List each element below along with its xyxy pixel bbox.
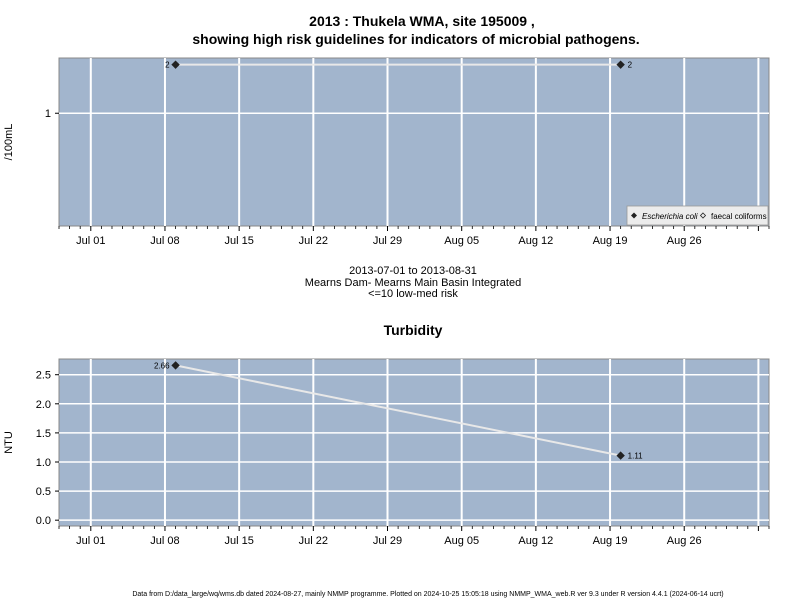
y-axis-label: /100mL: [3, 124, 15, 161]
data-label: 2: [628, 61, 633, 70]
ecoli-panel: Jul 01 Jul 08 Jul 15 Jul 22 Jul 29 Aug 05 Aug …: [3, 57, 770, 247]
x-tick-label: Aug 26: [667, 235, 702, 247]
x-tick-label: Jul 29: [373, 535, 402, 547]
y-tick-label: 1.0: [36, 457, 51, 469]
y-axis-label: NTU: [3, 431, 15, 454]
x-tick-label: Aug 05: [444, 235, 479, 247]
legend-label-ecoli: Escherichia coli: [642, 212, 698, 221]
x-tick-label: Jul 01: [76, 235, 105, 247]
x-tick-label: Jul 22: [299, 235, 328, 247]
x-tick-label: Aug 26: [667, 535, 702, 547]
legend-box: [626, 205, 769, 226]
y-tick-label: 2.0: [36, 399, 51, 411]
turbidity-panel: Jul 01 Jul 08 Jul 15 Jul 22 Jul 29 Aug 05 Aug …: [3, 358, 770, 547]
x-tick-label: Aug 19: [593, 535, 628, 547]
legend-marker-ecoli: [631, 212, 637, 219]
chart-title-line1: 2013 : Thukela WMA, site 195009 ,: [309, 13, 535, 29]
data-point: [171, 60, 180, 69]
x-tick-label: Jul 01: [76, 535, 105, 547]
footer-text: Data from D:/data_large/wq/wms.db dated …: [132, 591, 723, 598]
risk-text: <=10 low-med risk: [368, 288, 458, 300]
y-tick-label: 0.5: [36, 486, 51, 498]
x-tick-label: Jul 15: [224, 535, 253, 547]
data-label: 2.66: [154, 361, 170, 370]
x-tick-label: Aug 05: [444, 535, 479, 547]
x-tick-label: Jul 29: [373, 235, 402, 247]
data-point: [616, 451, 625, 460]
x-tick-label: Jul 08: [150, 235, 179, 247]
legend-marker-faecal: [699, 212, 707, 219]
chart-title-line2: showing high risk guidelines for indicat…: [192, 31, 639, 47]
x-tick-label: Jul 08: [150, 535, 179, 547]
plot-panel: [58, 57, 770, 227]
data-label: 1.11: [628, 452, 644, 461]
data-point: [616, 60, 625, 69]
x-tick-label: Aug 12: [518, 235, 553, 247]
legend: Escherichia coli faecal coliforms: [626, 205, 769, 226]
y-tick-label: 1: [45, 108, 51, 120]
data-label: 2: [165, 61, 170, 70]
data-point: [171, 361, 180, 370]
plot-panel: [58, 358, 770, 527]
site-name-text: Mearns Dam- Mearns Main Basin Integrated: [305, 277, 521, 289]
turbidity-title: Turbidity: [384, 322, 443, 338]
x-tick-label: Jul 22: [299, 535, 328, 547]
x-tick-label: Aug 12: [518, 535, 553, 547]
series-line: [175, 364, 621, 457]
legend-label-faecal: faecal coliforms: [711, 212, 767, 221]
x-tick-label: Aug 19: [593, 235, 628, 247]
date-range-text: 2013-07-01 to 2013-08-31: [349, 265, 477, 277]
y-tick-label: 0.0: [36, 515, 51, 527]
y-tick-label: 2.5: [36, 370, 51, 382]
y-tick-label: 1.5: [36, 428, 51, 440]
x-tick-label: Jul 15: [224, 235, 253, 247]
